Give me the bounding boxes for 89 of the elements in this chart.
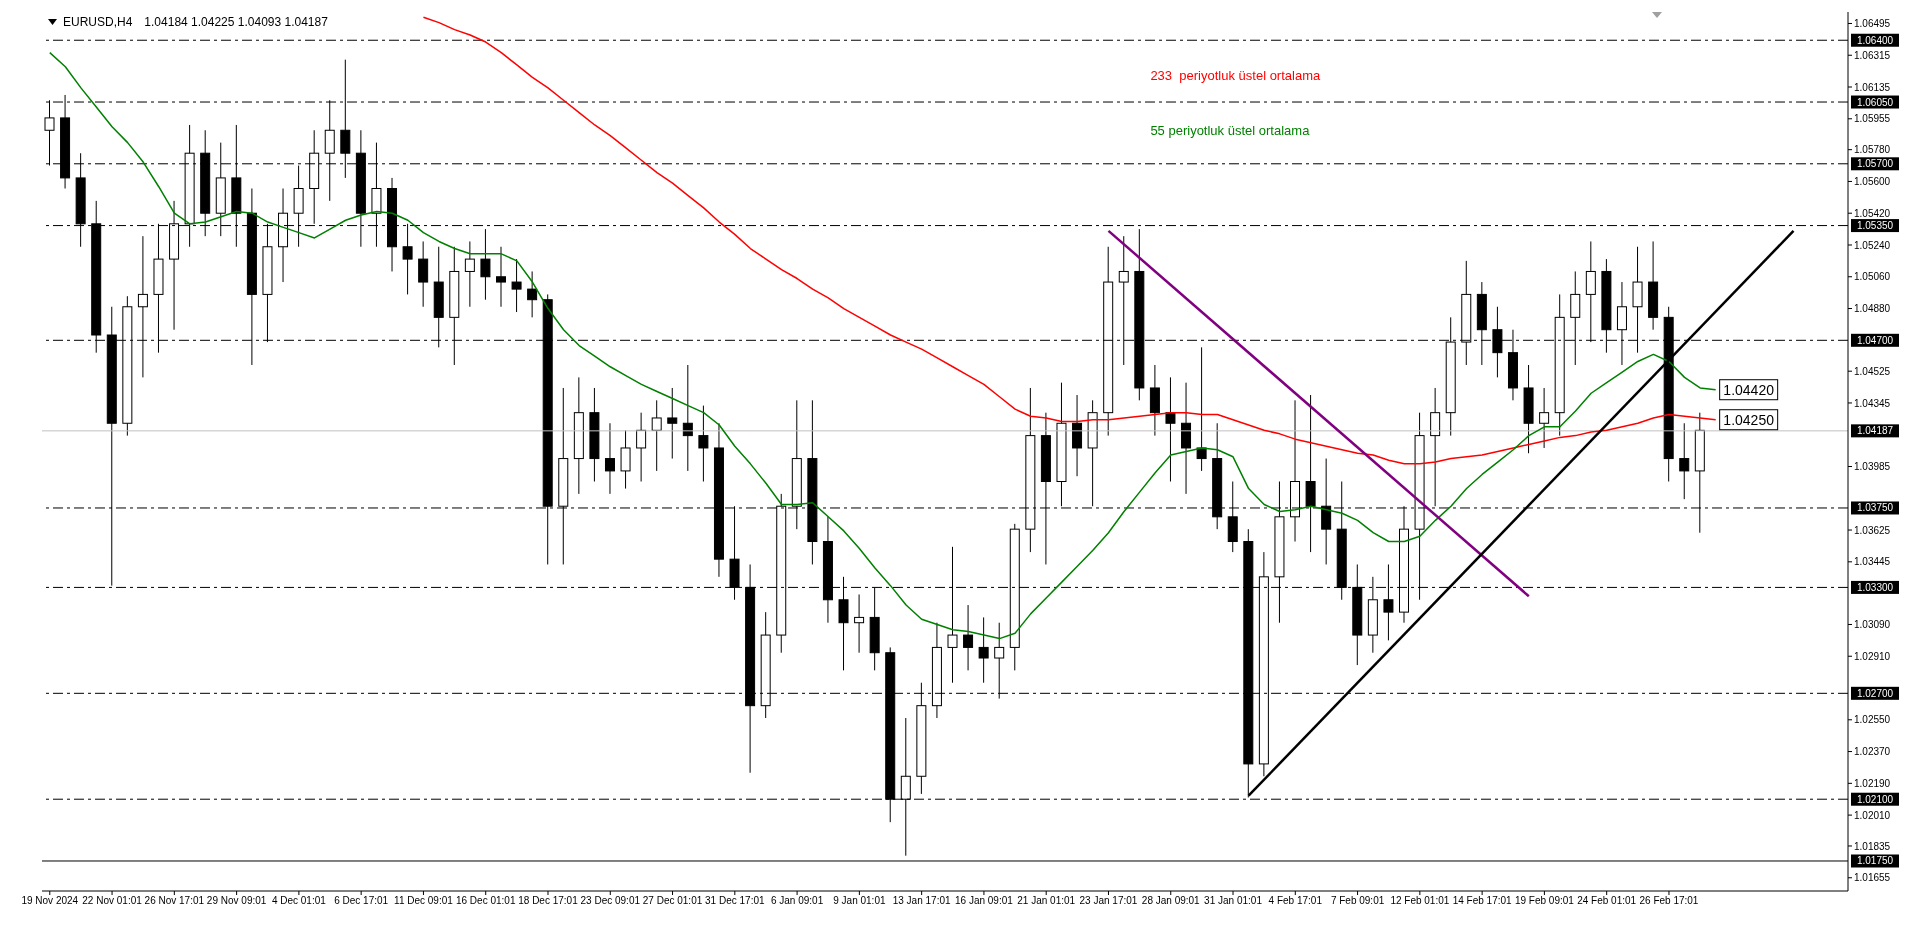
x-tick-label: 11 Dec 09:01 <box>394 895 454 907</box>
candlestick <box>682 364 693 472</box>
x-tick-label: 23 Jan 17:01 <box>1079 895 1138 907</box>
ref-line-label: 1.04187 <box>1856 425 1894 437</box>
y-tick-label: 1.02910 <box>1854 650 1891 662</box>
candlestick <box>1539 387 1550 449</box>
y-tick-label: 1.01655 <box>1854 872 1891 884</box>
ref-line-label: 1.02100 <box>1856 793 1894 805</box>
annotation: 1.04250 <box>1723 411 1775 428</box>
candlestick <box>527 270 538 318</box>
candlestick <box>1165 376 1176 483</box>
ref-line-label: 1.01750 <box>1856 855 1894 867</box>
x-tick-label: 31 Dec 17:01 <box>705 895 765 907</box>
candlestick <box>1679 422 1690 500</box>
candlestick <box>651 399 662 472</box>
candlestick <box>636 412 647 483</box>
y-tick-label: 1.04345 <box>1854 397 1891 409</box>
y-tick-label: 1.03985 <box>1854 461 1891 473</box>
candlestick <box>698 405 709 483</box>
x-tick-label: 13 Jan 17:01 <box>892 895 951 907</box>
x-tick-label: 18 Dec 17:01 <box>518 895 579 907</box>
chart-title: EURUSD,H4 <box>63 15 133 29</box>
x-tick-label: 27 Dec 01:01 <box>642 895 703 907</box>
chart-subtitle: 1.04184 1.04225 1.04093 1.04187 <box>144 15 328 29</box>
y-tick-label: 1.06495 <box>1854 18 1891 30</box>
line-series <box>422 16 1717 465</box>
y-tick-label: 1.04880 <box>1854 303 1891 315</box>
x-tick-label: 24 Feb 01:01 <box>1577 895 1637 907</box>
y-tick-label: 1.03625 <box>1854 524 1891 536</box>
y-tick-label: 1.02190 <box>1854 777 1891 789</box>
ref-line-label: 1.03300 <box>1856 581 1894 593</box>
candlestick <box>464 240 475 308</box>
candlestick <box>511 258 522 313</box>
y-tick-label: 1.05780 <box>1854 144 1891 156</box>
y-tick-label: 1.06135 <box>1854 81 1891 93</box>
x-tick-label: 16 Dec 01:01 <box>455 895 516 907</box>
y-tick-label: 1.05420 <box>1854 207 1891 219</box>
y-tick-label: 1.06315 <box>1854 49 1891 61</box>
y-tick-label: 1.02370 <box>1854 746 1891 758</box>
x-tick-label: 4 Feb 17:01 <box>1268 895 1323 907</box>
y-tick-label: 1.05240 <box>1854 239 1891 251</box>
y-tick-label: 1.05060 <box>1854 271 1891 283</box>
x-tick-label: 21 Jan 01:01 <box>1017 895 1076 907</box>
x-tick-label: 26 Feb 17:01 <box>1639 895 1699 907</box>
y-tick-label: 1.02550 <box>1854 714 1891 726</box>
y-tick-label: 1.04525 <box>1854 365 1891 377</box>
x-tick-label: 12 Feb 01:01 <box>1390 895 1450 907</box>
y-tick-label: 1.01835 <box>1854 840 1891 852</box>
candlestick <box>978 616 989 684</box>
x-tick-label: 14 Feb 17:01 <box>1452 895 1513 907</box>
ref-line-label: 1.04700 <box>1856 334 1894 346</box>
x-tick-label: 6 Jan 09:01 <box>770 895 824 907</box>
candlestick <box>480 228 491 301</box>
annotation: 1.04420 <box>1723 381 1775 398</box>
x-tick-label: 29 Nov 09:01 <box>206 895 267 907</box>
y-tick-label: 1.03090 <box>1854 619 1891 631</box>
x-tick-label: 22 Nov 01:01 <box>82 895 143 907</box>
ref-line-label: 1.05700 <box>1856 158 1894 170</box>
ref-line-label: 1.02700 <box>1856 687 1894 699</box>
candlestick <box>1196 346 1207 472</box>
candlestick <box>963 604 974 671</box>
line-series <box>49 51 1717 640</box>
candlestick <box>854 593 865 654</box>
x-tick-label: 23 Dec 09:01 <box>580 895 641 907</box>
x-tick-label: 4 Dec 01:01 <box>271 895 327 907</box>
x-tick-label: 7 Feb 09:01 <box>1330 895 1385 907</box>
text: 233 periyotluk üstel ortalama <box>1150 67 1321 85</box>
candlestick <box>418 240 429 308</box>
x-tick-label: 26 Nov 17:01 <box>144 895 205 907</box>
candlestick <box>604 422 615 495</box>
ref-line-label: 1.05350 <box>1856 220 1894 232</box>
text: 55 periyotluk üstel ortalama <box>1150 122 1311 140</box>
ref-line-label: 1.06400 <box>1856 34 1894 46</box>
y-tick-label: 1.05600 <box>1854 176 1891 187</box>
x-tick-label: 19 Nov 2024 <box>21 895 79 907</box>
candlestick <box>667 387 678 460</box>
x-tick-label: 6 Dec 17:01 <box>334 895 389 907</box>
y-tick-label: 1.02010 <box>1854 809 1891 821</box>
x-tick-label: 28 Jan 09:01 <box>1141 895 1201 907</box>
x-tick-label: 9 Jan 01:01 <box>833 895 886 907</box>
x-tick-label: 16 Jan 09:01 <box>955 895 1014 907</box>
ref-line-label: 1.03750 <box>1856 502 1894 514</box>
x-tick-label: 31 Jan 01:01 <box>1204 895 1263 907</box>
x-tick-label: 19 Feb 09:01 <box>1514 895 1575 907</box>
candlestick <box>496 246 506 308</box>
y-tick-label: 1.05955 <box>1854 113 1891 125</box>
y-tick-label: 1.03445 <box>1854 556 1891 568</box>
ref-line-label: 1.06050 <box>1856 96 1894 108</box>
candlestick <box>620 429 631 490</box>
